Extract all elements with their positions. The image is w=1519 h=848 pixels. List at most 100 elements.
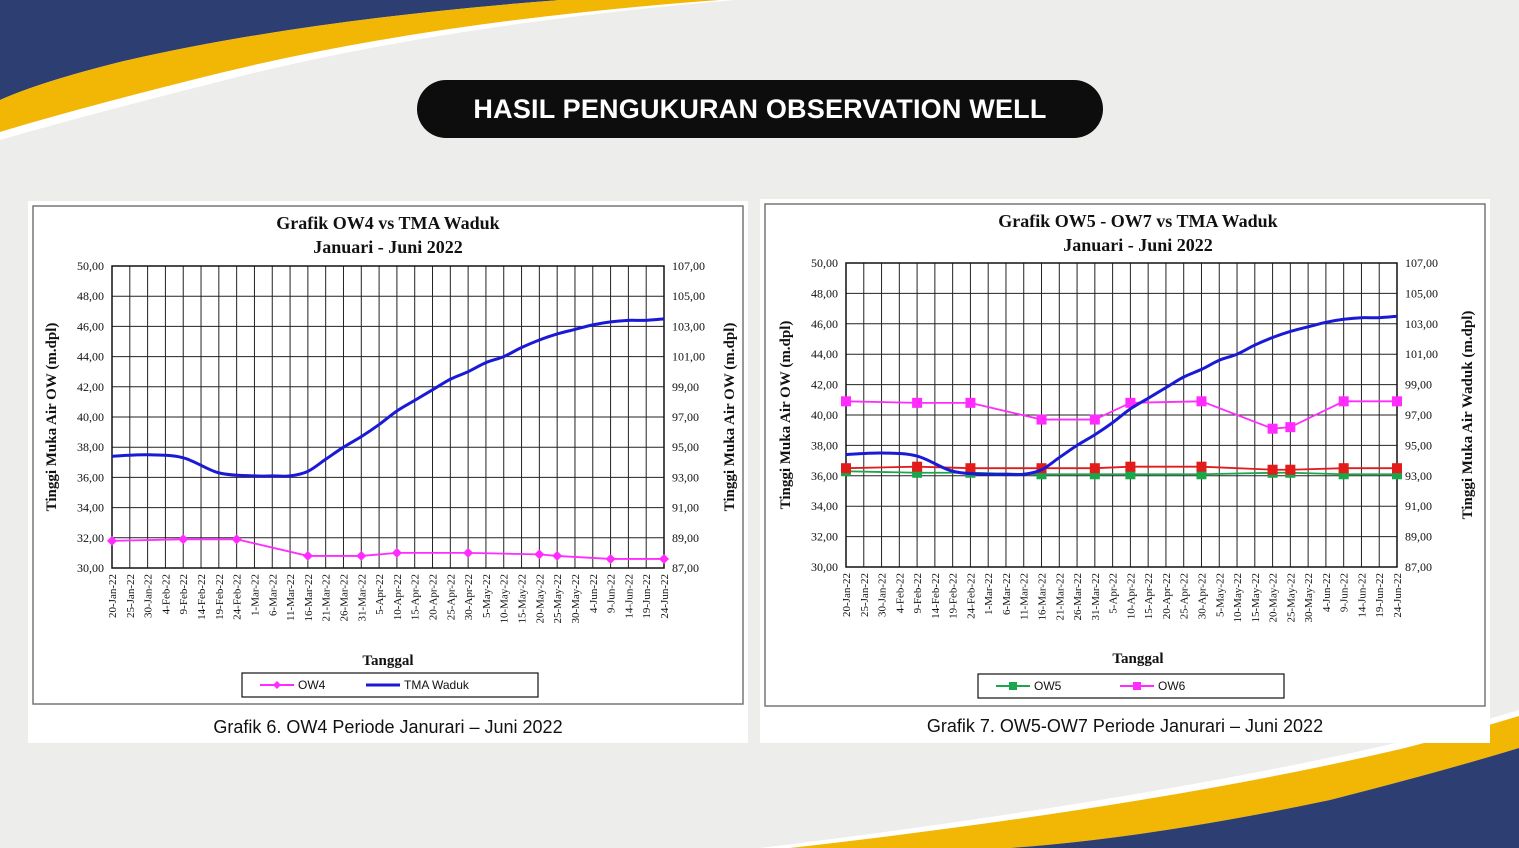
- x-tick-label: 14-Jun-22: [623, 574, 635, 619]
- x-tick-label: 5-Apr-22: [374, 574, 386, 615]
- data-point-1: [1392, 396, 1402, 407]
- x-tick-label: 14-Feb-22: [196, 574, 208, 620]
- x-tick-label: 6-Mar-22: [267, 574, 279, 616]
- data-point-1: [841, 396, 851, 407]
- x-tick-label: 5-May-22: [481, 574, 493, 618]
- x-tick-label: 24-Feb-22: [232, 574, 244, 620]
- x-tick-label: 25-Apr-22: [1179, 573, 1191, 619]
- x-tick-label: 24-Jun-22: [659, 574, 671, 619]
- x-tick-label: 30-Jan-22: [143, 574, 155, 618]
- y-tick-label: 38,00: [811, 438, 838, 452]
- y2-tick-label: 107,00: [1405, 256, 1438, 270]
- x-tick-label: 25-Apr-22: [445, 574, 457, 620]
- data-point-2: [1267, 464, 1278, 475]
- data-point-0: [1089, 469, 1100, 480]
- x-tick-label: 30-May-22: [570, 574, 582, 624]
- x-tick-label: 19-Feb-22: [948, 573, 960, 619]
- y2-tick-label: 97,00: [672, 410, 699, 424]
- bottom-right-navy-swoosh: [1010, 748, 1519, 848]
- y-tick-label: 48,00: [77, 289, 104, 303]
- y-tick-label: 30,00: [811, 560, 838, 574]
- y2-tick-label: 101,00: [1405, 347, 1438, 361]
- y2-tick-label: 101,00: [672, 350, 705, 364]
- y2-tick-label: 95,00: [672, 440, 699, 454]
- x-tick-label: 15-May-22: [517, 574, 529, 624]
- x-tick-label: 16-Mar-22: [303, 574, 315, 621]
- y-tick-label: 34,00: [77, 501, 104, 515]
- data-point-0: [912, 467, 923, 478]
- y2-tick-label: 99,00: [672, 380, 699, 394]
- data-point-0: [534, 549, 545, 560]
- x-tick-label: 24-Feb-22: [965, 573, 977, 619]
- legend-marker-0: [1009, 682, 1017, 690]
- data-point-1: [1196, 396, 1207, 407]
- x-tick-label: 9-Feb-22: [912, 573, 924, 613]
- chart-subtitle: Januari - Juni 2022: [313, 237, 463, 257]
- x-tick-label: 9-Feb-22: [178, 574, 190, 614]
- y-tick-label: 38,00: [77, 440, 104, 454]
- y2-tick-label: 103,00: [672, 319, 705, 333]
- x-tick-label: 1-Mar-22: [249, 574, 261, 616]
- chart-ow4: Grafik OW4 vs TMA Waduk Januari - Juni 20…: [32, 205, 744, 705]
- data-point-2: [1196, 461, 1207, 472]
- legend-label-1: TMA Waduk: [404, 678, 470, 692]
- x-tick-label: 10-Apr-22: [1125, 573, 1137, 619]
- x-tick-label: 4-Feb-22: [160, 574, 172, 614]
- data-point-0: [107, 535, 117, 546]
- y-tick-label: 48,00: [811, 286, 838, 300]
- x-tick-label: 15-Apr-22: [1143, 573, 1155, 619]
- data-point-2: [841, 463, 851, 474]
- x-tick-label: 5-May-22: [1214, 573, 1226, 617]
- y2-tick-label: 97,00: [1405, 408, 1432, 422]
- x-tick-label: 30-May-22: [1303, 573, 1315, 623]
- data-point-0: [659, 553, 669, 564]
- x-tick-label: 26-Mar-22: [338, 574, 350, 621]
- y-tick-label: 36,00: [811, 469, 838, 483]
- bottom-right-gold-swoosh: [790, 716, 1519, 848]
- y-tick-label: 42,00: [811, 378, 838, 392]
- x-tick-label: 24-Jun-22: [1392, 573, 1404, 618]
- data-point-2: [912, 461, 923, 472]
- y-axis-label: Tinggi Muka Air OW (m.dpl): [778, 321, 794, 510]
- plot-area-border: [845, 262, 1398, 568]
- data-point-1: [1089, 414, 1100, 425]
- x-tick-label: 20-Jan-22: [841, 573, 853, 617]
- x-tick-label: 6-Mar-22: [1001, 573, 1013, 615]
- y2-tick-label: 89,00: [1405, 530, 1432, 544]
- x-tick-label: 20-May-22: [1268, 573, 1280, 623]
- x-tick-label: 20-Jan-22: [107, 574, 119, 618]
- y-tick-label: 44,00: [77, 350, 104, 364]
- x-tick-label: 10-Apr-22: [392, 574, 404, 620]
- legend-label-0: OW4: [298, 678, 326, 692]
- y-tick-label: 34,00: [811, 499, 838, 513]
- chart-title: Grafik OW4 vs TMA Waduk: [276, 213, 499, 233]
- y-tick-label: 36,00: [77, 470, 104, 484]
- x-tick-label: 15-Apr-22: [410, 574, 422, 620]
- x-tick-label: 25-Jan-22: [859, 573, 871, 617]
- y2-tick-label: 107,00: [672, 259, 705, 273]
- y2-tick-label: 91,00: [672, 501, 699, 515]
- legend-marker-0: [273, 681, 281, 689]
- x-tick-label: 25-May-22: [552, 574, 564, 624]
- chart-panel-right: Grafik OW5 - OW7 vs TMA Waduk Januari - J…: [760, 199, 1490, 743]
- data-point-0: [552, 550, 563, 561]
- y-tick-label: 42,00: [77, 380, 104, 394]
- data-point-2: [1338, 463, 1349, 474]
- series-line-1: [111, 317, 665, 478]
- y-tick-label: 50,00: [77, 259, 104, 273]
- caption-left: Grafik 6. OW4 Periode Janurari – Juni 20…: [213, 717, 563, 737]
- y2-tick-label: 93,00: [1405, 469, 1432, 483]
- caption-right: Grafik 7. OW5-OW7 Periode Janurari – Jun…: [926, 716, 1324, 736]
- data-point-2: [1392, 463, 1402, 474]
- x-tick-label: 11-Mar-22: [285, 574, 297, 621]
- chart-ow5-ow7: Grafik OW5 - OW7 vs TMA Waduk Januari - J…: [764, 203, 1486, 707]
- x-axis-label: Tanggal: [362, 653, 413, 669]
- data-point-1: [965, 397, 976, 408]
- top-left-navy-swoosh: [0, 0, 560, 100]
- legend-marker-1: [1133, 682, 1141, 690]
- y2-tick-label: 99,00: [1405, 378, 1432, 392]
- data-point-1: [1267, 423, 1278, 434]
- data-point-0: [463, 547, 474, 558]
- x-axis-label: Tanggal: [1112, 651, 1163, 667]
- data-point-0: [178, 534, 189, 545]
